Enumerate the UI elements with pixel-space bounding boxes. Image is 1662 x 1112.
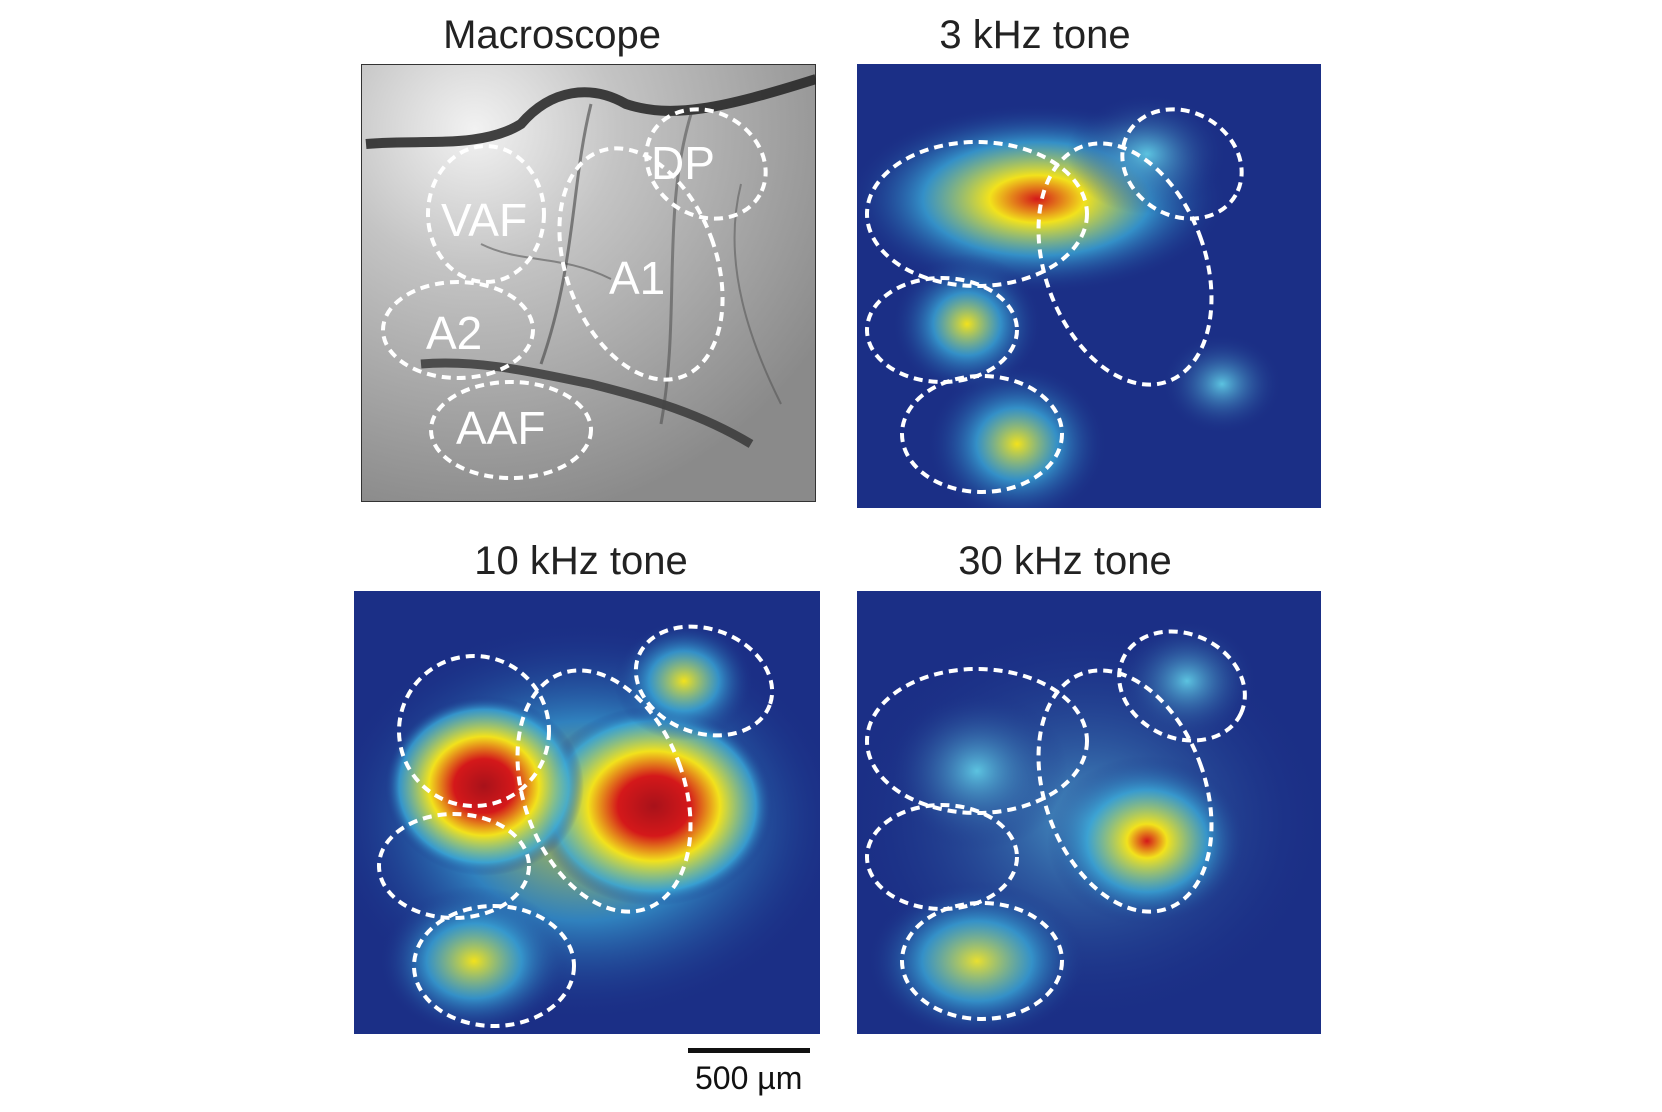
region-label-vaf: VAF [441, 194, 527, 246]
region-label-aaf: AAF [456, 402, 545, 454]
panel-title-30khz: 30 kHz tone [958, 539, 1172, 583]
region-label-a2: A2 [426, 307, 482, 359]
region-aaf-outline [429, 380, 593, 480]
scale-bar [688, 1048, 810, 1053]
region-vaf-outline [426, 144, 546, 284]
region-a2-outline [381, 280, 535, 380]
activation-map-3khz [857, 64, 1321, 508]
panel-title-macroscope: Macroscope [443, 13, 661, 57]
macroscope-image: DP VAF A1 A2 AAF [361, 64, 816, 502]
region-label-a1: A1 [609, 252, 665, 304]
activation-map-30khz [857, 591, 1321, 1034]
region-a1-outline [557, 146, 725, 382]
panel-title-10khz: 10 kHz tone [474, 539, 688, 583]
region-label-dp: DP [651, 137, 715, 189]
panel-title-3khz: 3 kHz tone [939, 13, 1131, 57]
activation-map-10khz [354, 591, 820, 1034]
scale-bar-label: 500 µm [695, 1060, 803, 1096]
